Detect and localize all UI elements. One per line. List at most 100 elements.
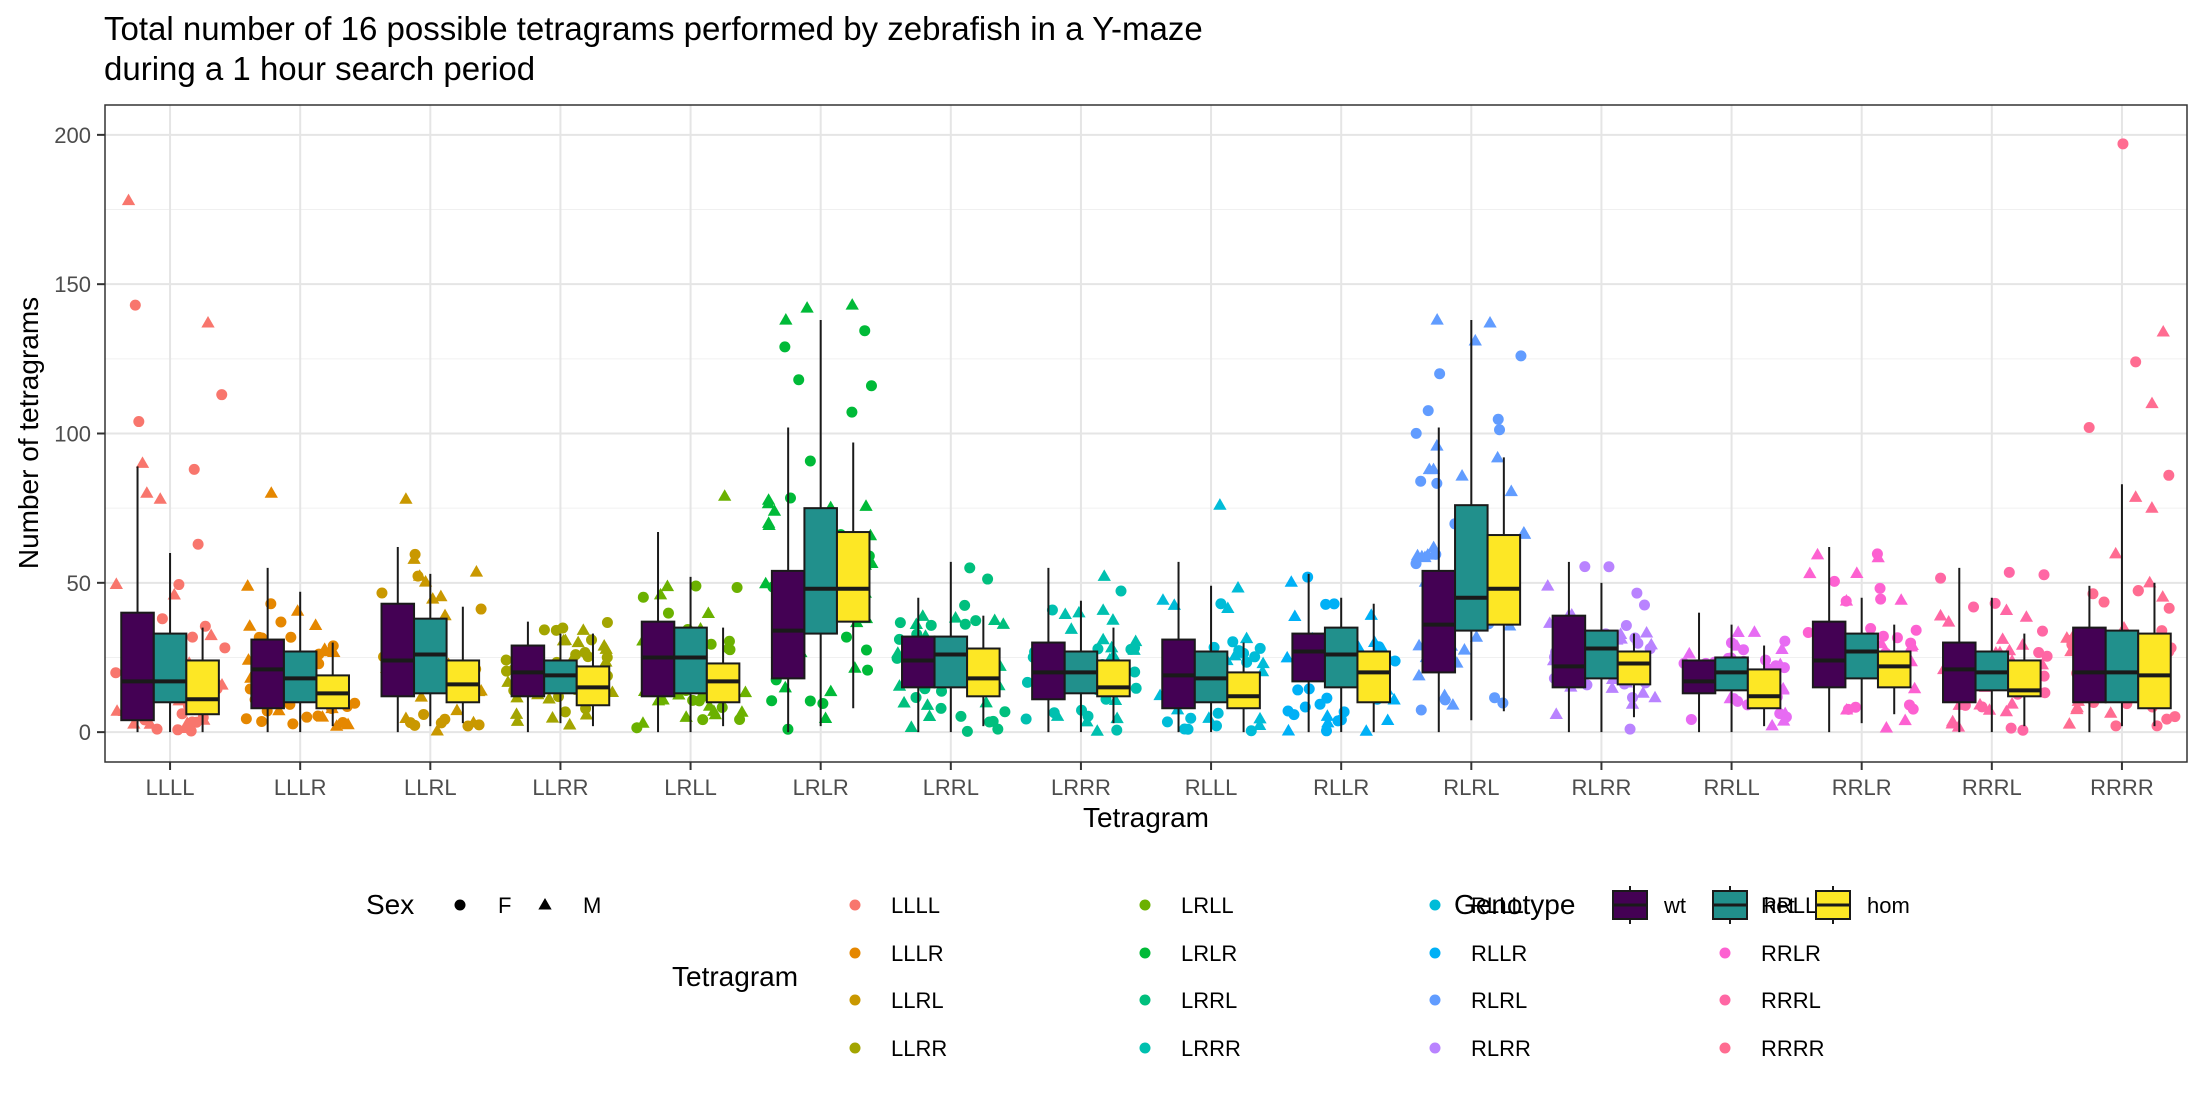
- box-hom: [835, 531, 871, 623]
- outlier-point-m: [140, 486, 154, 498]
- data-point-m: [1731, 625, 1745, 637]
- legend-sex-key-circle: [454, 899, 466, 911]
- x-axis: LLLL LLLR LLRL LLRR LRLL LRLR LRRL LRRR RLLL RLLR…: [146, 762, 2154, 800]
- data-point-f: [2005, 722, 2017, 734]
- data-point-m: [1106, 613, 1120, 625]
- data-point-f: [1732, 695, 1744, 707]
- data-point-m: [738, 685, 753, 698]
- legend-tetragram-label: LRLL: [1181, 893, 1234, 918]
- data-point-m: [1426, 462, 1441, 475]
- data-point-m: [1803, 566, 1817, 579]
- box-hom: [966, 647, 1001, 698]
- data-point-f: [2041, 650, 2053, 662]
- data-point-m: [1605, 681, 1619, 693]
- data-point-f: [1492, 413, 1504, 425]
- outlier-point-m: [2156, 324, 2170, 337]
- data-point-f: [1389, 655, 1401, 667]
- data-point-m: [109, 577, 123, 589]
- data-point-m: [1321, 715, 1335, 728]
- chart-title-line-2: during a 1 hour search period: [104, 50, 535, 87]
- data-point-f: [925, 619, 937, 631]
- data-point-f: [1875, 593, 1887, 605]
- data-point-m: [143, 717, 157, 729]
- data-point-f: [2098, 596, 2110, 608]
- data-point-m: [1625, 697, 1640, 709]
- legend-tetragram-key: [1139, 947, 1151, 959]
- data-point-m: [1288, 609, 1302, 622]
- legend-sex-label: F: [498, 893, 511, 918]
- x-tick-label: LRLL: [664, 775, 717, 800]
- legend-tetragram-key: [849, 1042, 861, 1054]
- legend-genotype-label: het: [1764, 893, 1795, 918]
- data-point-m: [1096, 603, 1110, 615]
- data-point-f: [601, 616, 613, 628]
- data-point-f: [1489, 692, 1501, 704]
- legend-genotype-label: wt: [1663, 893, 1686, 918]
- outlier-point-m: [779, 313, 793, 325]
- data-point-m: [1879, 720, 1894, 733]
- x-tick-label: LRRR: [1051, 775, 1111, 800]
- data-point-m: [1973, 697, 1987, 710]
- data-point-f: [538, 624, 550, 636]
- legend-tetragram-label: LLRR: [891, 1036, 947, 1061]
- data-point-f: [860, 644, 872, 656]
- x-tick-label: RLLR: [1313, 775, 1369, 800]
- data-point-m: [1898, 713, 1912, 726]
- box-hom: [1746, 668, 1782, 710]
- box-het: [803, 507, 838, 635]
- data-point-f: [1254, 642, 1266, 654]
- legend-tetragram-label: LLRL: [891, 988, 944, 1013]
- data-point-f: [1282, 705, 1294, 717]
- data-point-f: [1415, 475, 1427, 487]
- box-het: [1844, 632, 1879, 680]
- data-point-f: [731, 582, 743, 594]
- data-point-m: [1256, 656, 1270, 669]
- data-point-f: [376, 587, 388, 599]
- data-point-m: [542, 691, 556, 704]
- box-het: [1454, 504, 1489, 632]
- legend-tetragram-key: [1139, 1042, 1151, 1054]
- data-point-f: [2017, 724, 2029, 736]
- data-point-f: [285, 631, 297, 643]
- legend-tetragram-key: [1429, 947, 1441, 959]
- data-point-m: [996, 617, 1010, 629]
- x-tick-label: RRLL: [1703, 775, 1759, 800]
- legend-sex-key-triangle: [538, 898, 552, 910]
- data-point-f: [1410, 558, 1422, 570]
- y-tick-label: 200: [54, 123, 91, 148]
- data-point-f: [840, 631, 852, 643]
- data-point-m: [818, 711, 833, 724]
- outlier-point-f: [2117, 138, 2129, 150]
- data-point-f: [240, 713, 252, 725]
- data-point-f: [1320, 598, 1332, 610]
- data-point-f: [256, 715, 268, 727]
- data-point-f: [2036, 625, 2048, 637]
- x-tick-label: LLRL: [404, 775, 457, 800]
- data-point-m: [1430, 439, 1444, 451]
- legend-tetragram-label: RLLL: [1471, 893, 1524, 918]
- data-point-m: [1775, 642, 1789, 655]
- data-point-m: [1644, 637, 1658, 650]
- box-het: [1584, 629, 1619, 680]
- data-point-f: [586, 634, 598, 646]
- outlier-point-f: [133, 416, 145, 428]
- data-point-m: [1221, 601, 1235, 614]
- data-point-f: [301, 711, 313, 723]
- data-point-m: [2062, 717, 2077, 729]
- data-point-m: [2104, 706, 2118, 718]
- data-point-f: [1579, 561, 1591, 573]
- data-point-m: [1942, 615, 1956, 627]
- data-point-m: [1682, 646, 1696, 659]
- data-point-f: [690, 580, 702, 592]
- data-point-m: [1504, 484, 1518, 497]
- data-point-f: [961, 725, 973, 737]
- data-point-m: [414, 690, 428, 702]
- x-tick-label: RLRR: [1571, 775, 1631, 800]
- data-point-m: [1156, 593, 1170, 605]
- data-point-f: [1021, 676, 1033, 688]
- data-point-m: [1639, 625, 1654, 638]
- data-point-f: [275, 616, 287, 628]
- outlier-point-m: [2145, 501, 2159, 513]
- legend-sex: Sex F M: [366, 889, 601, 920]
- data-point-m: [904, 720, 918, 732]
